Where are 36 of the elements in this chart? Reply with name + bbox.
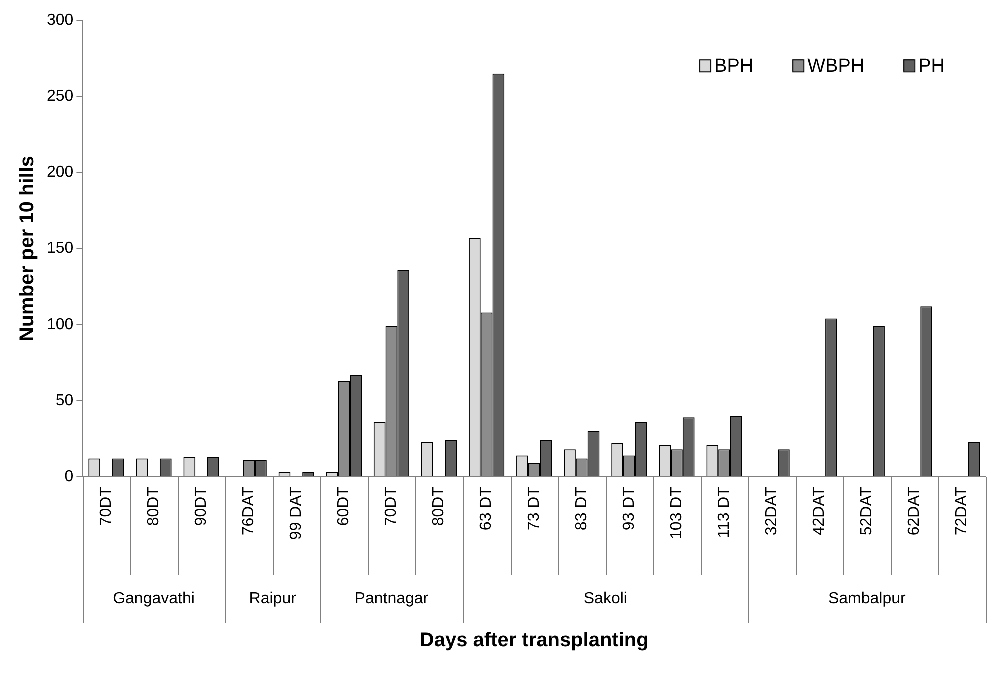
- legend-label: BPH: [714, 56, 754, 77]
- y-tick-label: 0: [64, 468, 74, 486]
- x-tick-label: 70DT: [383, 486, 400, 526]
- y-axis-title: Number per 10 hills: [16, 156, 39, 342]
- x-tick-label: 73 DT: [526, 486, 543, 531]
- legend-label: WBPH: [808, 56, 865, 77]
- text: Sambalpur: [828, 590, 907, 608]
- x-tick-label: 80DT: [145, 486, 162, 526]
- text: Gangavathi: [113, 590, 195, 608]
- x-tick-label: 63 DT: [478, 486, 496, 531]
- y-tick-label: 100: [46, 316, 74, 334]
- x-axis-title: Days after transplanting: [420, 630, 649, 652]
- x-tick-label: 103 DT: [668, 486, 686, 540]
- legend-label: PH: [918, 56, 946, 77]
- x-tick-label: 90DT: [192, 486, 210, 526]
- x-tick-label: 42DAT: [811, 486, 828, 536]
- y-tick-label: 50: [56, 392, 74, 410]
- x-tick-label: 99 DAT: [288, 486, 306, 540]
- x-tick-label: 93 DT: [620, 486, 638, 531]
- x-tick-label: 113 DT: [716, 486, 733, 538]
- x-tick-label: 76DAT: [240, 486, 258, 536]
- y-tick-label: 250: [46, 88, 74, 106]
- x-tick-label: 83 DT: [573, 486, 590, 531]
- y-tick-label: 300: [46, 12, 74, 30]
- x-tick-label: 60DT: [336, 486, 353, 526]
- text: Pantnagar: [354, 590, 430, 608]
- y-tick-label: 200: [46, 164, 74, 182]
- x-tick-label: 80DT: [430, 486, 448, 526]
- text: Sakoli: [584, 590, 628, 608]
- x-tick-label: 32DAT: [763, 486, 780, 536]
- text: Raipur: [249, 590, 298, 608]
- x-tick-label: 70DT: [98, 486, 115, 526]
- x-tick-label: 72DAT: [954, 486, 971, 536]
- x-tick-label: 52DAT: [858, 486, 876, 536]
- y-tick-label: 150: [46, 240, 74, 258]
- x-tick-label: 62DAT: [906, 486, 924, 536]
